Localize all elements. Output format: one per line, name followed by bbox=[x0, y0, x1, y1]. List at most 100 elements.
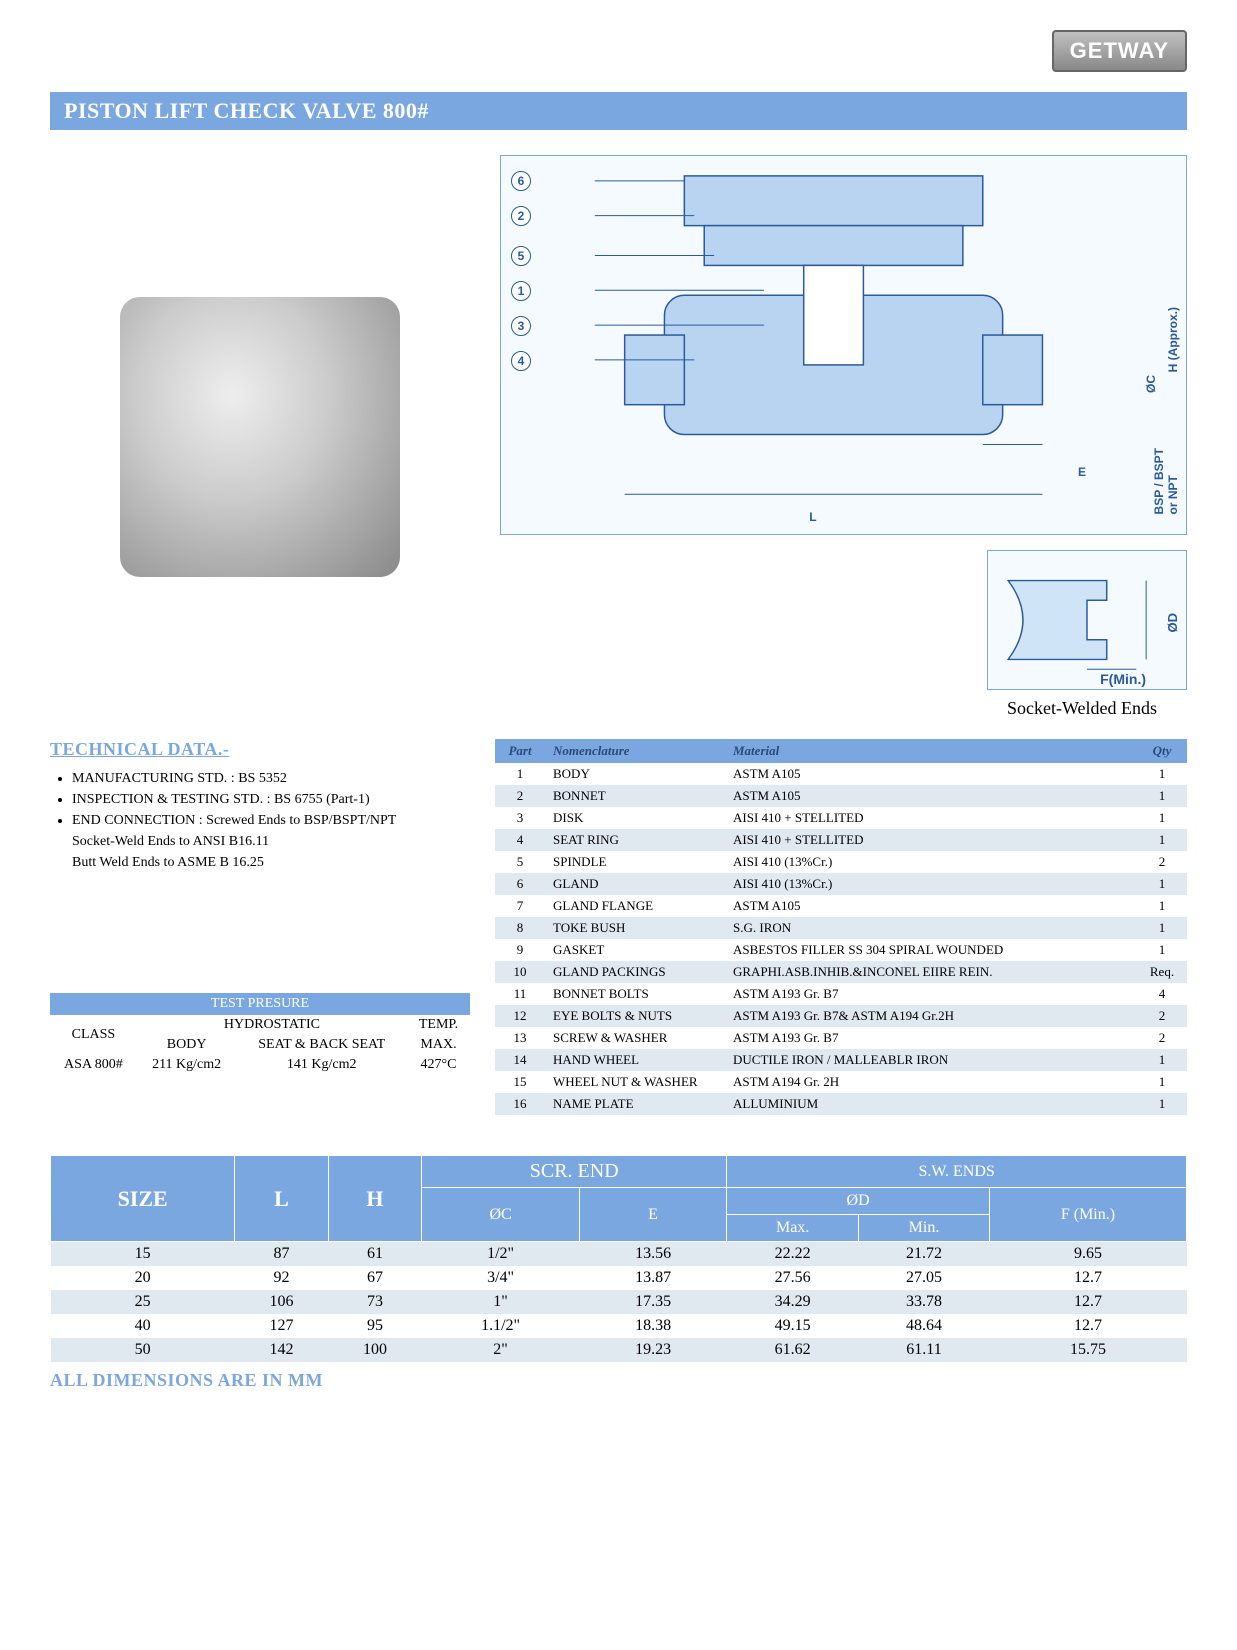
dims-h: Max. bbox=[727, 1215, 859, 1242]
parts-cell: 11 bbox=[495, 983, 545, 1005]
dims-cell: 12.7 bbox=[989, 1266, 1186, 1290]
dims-h: SCR. END bbox=[422, 1156, 727, 1188]
parts-cell: 8 bbox=[495, 917, 545, 939]
parts-cell: NAME PLATE bbox=[545, 1093, 725, 1115]
dims-cell: 15 bbox=[51, 1242, 235, 1267]
tp-col: MAX. bbox=[407, 1035, 470, 1055]
table-row: 1587611/2"13.5622.2221.729.65 bbox=[51, 1242, 1187, 1267]
parts-h: Qty bbox=[1137, 739, 1187, 763]
table-row: 7GLAND FLANGEASTM A1051 bbox=[495, 895, 1187, 917]
parts-cell: SPINDLE bbox=[545, 851, 725, 873]
table-row: 25106731"17.3534.2933.7812.7 bbox=[51, 1290, 1187, 1314]
dims-cell: 33.78 bbox=[859, 1290, 990, 1314]
table-row: 9GASKETASBESTOS FILLER SS 304 SPIRAL WOU… bbox=[495, 939, 1187, 961]
dims-cell: 12.7 bbox=[989, 1290, 1186, 1314]
parts-cell: DUCTILE IRON / MALLEABLR IRON bbox=[725, 1049, 1137, 1071]
dim-OD: ØD bbox=[1165, 613, 1180, 633]
dims-h: ØC bbox=[422, 1188, 580, 1242]
tp-cell: 427°C bbox=[407, 1055, 470, 1075]
table-row: 40127951.1/2"18.3849.1548.6412.7 bbox=[51, 1314, 1187, 1338]
dims-cell: 21.72 bbox=[859, 1242, 990, 1267]
dims-cell: 127 bbox=[235, 1314, 328, 1338]
dims-cell: 87 bbox=[235, 1242, 328, 1267]
parts-h: Nomenclature bbox=[545, 739, 725, 763]
parts-cell: ASTM A193 Gr. B7& ASTM A194 Gr.2H bbox=[725, 1005, 1137, 1027]
table-row: 6GLANDAISI 410 (13%Cr.)1 bbox=[495, 873, 1187, 895]
parts-cell: 1 bbox=[1137, 763, 1187, 785]
dims-cell: 13.56 bbox=[579, 1242, 726, 1267]
dims-h: ØD bbox=[727, 1188, 990, 1215]
dims-h: L bbox=[235, 1156, 328, 1242]
parts-cell: TOKE BUSH bbox=[545, 917, 725, 939]
valve-photo bbox=[120, 297, 400, 577]
socket-caption: Socket-Welded Ends bbox=[500, 690, 1187, 719]
parts-cell: Req. bbox=[1137, 961, 1187, 983]
parts-h: Material bbox=[725, 739, 1137, 763]
dims-cell: 25 bbox=[51, 1290, 235, 1314]
tp-col: BODY bbox=[137, 1035, 237, 1055]
dims-cell: 48.64 bbox=[859, 1314, 990, 1338]
dims-cell: 61.11 bbox=[859, 1338, 990, 1362]
product-photo-area bbox=[50, 155, 470, 719]
parts-cell: 9 bbox=[495, 939, 545, 961]
parts-cell: ASTM A194 Gr. 2H bbox=[725, 1071, 1137, 1093]
dims-h: S.W. ENDS bbox=[727, 1156, 1187, 1188]
parts-cell: 15 bbox=[495, 1071, 545, 1093]
dims-cell: 34.29 bbox=[727, 1290, 859, 1314]
dims-cell: 9.65 bbox=[989, 1242, 1186, 1267]
parts-cell: 13 bbox=[495, 1027, 545, 1049]
dims-cell: 61.62 bbox=[727, 1338, 859, 1362]
parts-cell: WHEEL NUT & WASHER bbox=[545, 1071, 725, 1093]
dims-cell: 19.23 bbox=[579, 1338, 726, 1362]
table-row: 12EYE BOLTS & NUTSASTM A193 Gr. B7& ASTM… bbox=[495, 1005, 1187, 1027]
table-row: 14HAND WHEELDUCTILE IRON / MALLEABLR IRO… bbox=[495, 1049, 1187, 1071]
parts-cell: 16 bbox=[495, 1093, 545, 1115]
table-row: 501421002"19.2361.6261.1115.75 bbox=[51, 1338, 1187, 1362]
parts-cell: SEAT RING bbox=[545, 829, 725, 851]
parts-cell: 1 bbox=[1137, 1049, 1187, 1071]
dims-cell: 1/2" bbox=[422, 1242, 580, 1267]
tp-col: HYDROSTATIC bbox=[137, 1015, 407, 1035]
dims-cell: 18.38 bbox=[579, 1314, 726, 1338]
parts-cell: 1 bbox=[1137, 829, 1187, 851]
dims-cell: 67 bbox=[328, 1266, 421, 1290]
dims-cell: 73 bbox=[328, 1290, 421, 1314]
dims-cell: 15.75 bbox=[989, 1338, 1186, 1362]
parts-cell: GRAPHI.ASB.INHIB.&INCONEL EIIRE REIN. bbox=[725, 961, 1137, 983]
table-row: 13SCREW & WASHERASTM A193 Gr. B72 bbox=[495, 1027, 1187, 1049]
parts-cell: AISI 410 + STELLITED bbox=[725, 807, 1137, 829]
dims-cell: 100 bbox=[328, 1338, 421, 1362]
parts-cell: BONNET bbox=[545, 785, 725, 807]
parts-cell: 1 bbox=[1137, 1071, 1187, 1093]
logo-bar: GETWAY bbox=[50, 30, 1187, 72]
table-row: 15WHEEL NUT & WASHERASTM A194 Gr. 2H1 bbox=[495, 1071, 1187, 1093]
tp-cell: 141 Kg/cm2 bbox=[236, 1055, 407, 1075]
parts-cell: ASTM A105 bbox=[725, 895, 1137, 917]
tech-line: END CONNECTION : Screwed Ends to BSP/BSP… bbox=[72, 810, 470, 831]
table-row: 11BONNET BOLTSASTM A193 Gr. B74 bbox=[495, 983, 1187, 1005]
parts-cell: HAND WHEEL bbox=[545, 1049, 725, 1071]
parts-cell: AISI 410 (13%Cr.) bbox=[725, 873, 1137, 895]
tp-col: TEMP. bbox=[407, 1015, 470, 1035]
parts-cell: 1 bbox=[1137, 807, 1187, 829]
technical-data-list: MANUFACTURING STD. : BS 5352 INSPECTION … bbox=[50, 768, 470, 831]
tech-sub: Socket-Weld Ends to ANSI B16.11 bbox=[72, 831, 470, 852]
parts-cell: ASTM A193 Gr. B7 bbox=[725, 983, 1137, 1005]
parts-cell: 2 bbox=[1137, 1027, 1187, 1049]
parts-cell: BONNET BOLTS bbox=[545, 983, 725, 1005]
dims-cell: 27.05 bbox=[859, 1266, 990, 1290]
dims-cell: 61 bbox=[328, 1242, 421, 1267]
parts-cell: 6 bbox=[495, 873, 545, 895]
dims-cell: 17.35 bbox=[579, 1290, 726, 1314]
dims-cell: 1.1/2" bbox=[422, 1314, 580, 1338]
dim-F: F(Min.) bbox=[1100, 671, 1146, 687]
tp-col: CLASS bbox=[50, 1015, 137, 1055]
parts-cell: 10 bbox=[495, 961, 545, 983]
parts-cell: 2 bbox=[1137, 851, 1187, 873]
parts-cell: S.G. IRON bbox=[725, 917, 1137, 939]
page-title: PISTON LIFT CHECK VALVE 800# bbox=[50, 92, 1187, 130]
tech-sub: Butt Weld Ends to ASME B 16.25 bbox=[72, 852, 470, 873]
parts-cell: BODY bbox=[545, 763, 725, 785]
dimensions-table: SIZE L H SCR. END S.W. ENDS ØC E ØD F (M… bbox=[50, 1155, 1187, 1362]
parts-cell: 3 bbox=[495, 807, 545, 829]
